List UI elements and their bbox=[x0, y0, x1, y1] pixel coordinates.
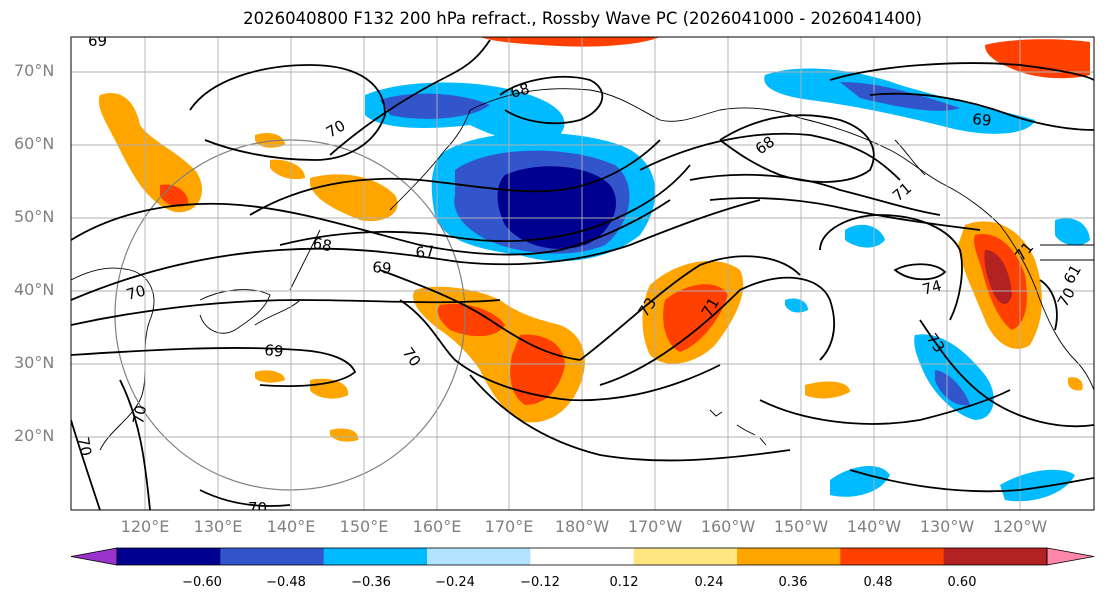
colorbar-extend-high bbox=[1046, 547, 1095, 566]
gridlines bbox=[71, 37, 1094, 510]
lat-label: 30°N bbox=[14, 353, 55, 372]
lon-label: 120°E bbox=[120, 517, 170, 536]
lat-label: 50°N bbox=[14, 207, 55, 226]
map-title: 2026040800 F132 200 hPa refract., Rossby… bbox=[243, 9, 922, 28]
lon-label: 160°W bbox=[700, 517, 756, 536]
contour-label: 69 bbox=[264, 341, 285, 361]
contour-label: 68 bbox=[311, 234, 333, 255]
colorbar-tick-label: −0.36 bbox=[351, 575, 391, 590]
contour-label: 70 bbox=[124, 282, 147, 304]
contour-label: 67 bbox=[415, 242, 436, 262]
lat-label: 60°N bbox=[14, 134, 55, 153]
contour-label: 70 bbox=[323, 116, 349, 141]
contour-label: 70 bbox=[248, 499, 267, 517]
colorbar-outline bbox=[116, 547, 1048, 566]
lat-label: 70°N bbox=[14, 61, 55, 80]
colorbar-tick-label: −0.48 bbox=[266, 575, 306, 590]
lat-label: 20°N bbox=[14, 426, 55, 445]
lon-label: 130°E bbox=[193, 517, 243, 536]
range-circle bbox=[114, 139, 466, 491]
lon-label: 150°E bbox=[339, 517, 389, 536]
contour-label: 69 bbox=[372, 258, 393, 278]
contour-label: 68 bbox=[508, 80, 531, 102]
contour-label: 70 bbox=[399, 344, 425, 370]
colorbar-bin bbox=[943, 548, 1048, 565]
colorbar-extend-low bbox=[70, 547, 118, 566]
colorbar bbox=[70, 547, 1095, 566]
coastlines bbox=[71, 88, 1094, 451]
colorbar-tick-label: 0.24 bbox=[694, 575, 724, 590]
colorbar-tick-label: 0.36 bbox=[778, 575, 808, 590]
colorbar-tick-label: 0.60 bbox=[947, 575, 977, 590]
contour-label: 68 bbox=[752, 133, 778, 159]
colorbar-bin bbox=[530, 548, 635, 565]
lon-label: 170°E bbox=[484, 517, 534, 536]
colorbar-tick-label: −0.60 bbox=[182, 575, 222, 590]
contour-label: 69 bbox=[972, 110, 993, 130]
contour-label: 70 bbox=[1054, 284, 1079, 310]
lon-label: 130°W bbox=[919, 517, 975, 536]
contour-label: 71 bbox=[889, 179, 915, 205]
contour-label: 74 bbox=[920, 277, 943, 299]
lon-label: 160°E bbox=[412, 517, 462, 536]
contour-label: 69 bbox=[88, 32, 107, 50]
colorbar-bin bbox=[117, 548, 221, 565]
lon-label: 140°W bbox=[846, 517, 902, 536]
colorbar-bin bbox=[633, 548, 738, 565]
lon-label: 170°W bbox=[627, 517, 683, 536]
contour-label: 61 bbox=[1060, 261, 1085, 287]
negative-anomaly-east-pacific bbox=[914, 334, 994, 420]
contour-label: 70 bbox=[74, 436, 95, 458]
lon-label: 180°W bbox=[554, 517, 610, 536]
colorbar-tick-label: 0.48 bbox=[863, 575, 893, 590]
colorbar-tick-label: 0.12 bbox=[609, 575, 639, 590]
lon-label: 120°W bbox=[992, 517, 1048, 536]
colorbar-tick-label: −0.12 bbox=[520, 575, 560, 590]
negative-core bbox=[497, 166, 616, 249]
colorbar-bin bbox=[737, 548, 841, 565]
colorbar-bin bbox=[427, 548, 531, 565]
colorbar-bin bbox=[840, 548, 945, 565]
lat-label: 40°N bbox=[14, 280, 55, 299]
map-frame bbox=[70, 36, 1095, 511]
positive-anomaly-siberia bbox=[98, 93, 203, 213]
lon-label: 140°E bbox=[266, 517, 316, 536]
colorbar-bin bbox=[323, 548, 428, 565]
contour-label: 70 bbox=[129, 404, 150, 426]
colorbar-tick-label: −0.24 bbox=[435, 575, 475, 590]
lon-label: 150°W bbox=[773, 517, 829, 536]
colorbar-bin bbox=[220, 548, 325, 565]
contours bbox=[71, 39, 1094, 510]
